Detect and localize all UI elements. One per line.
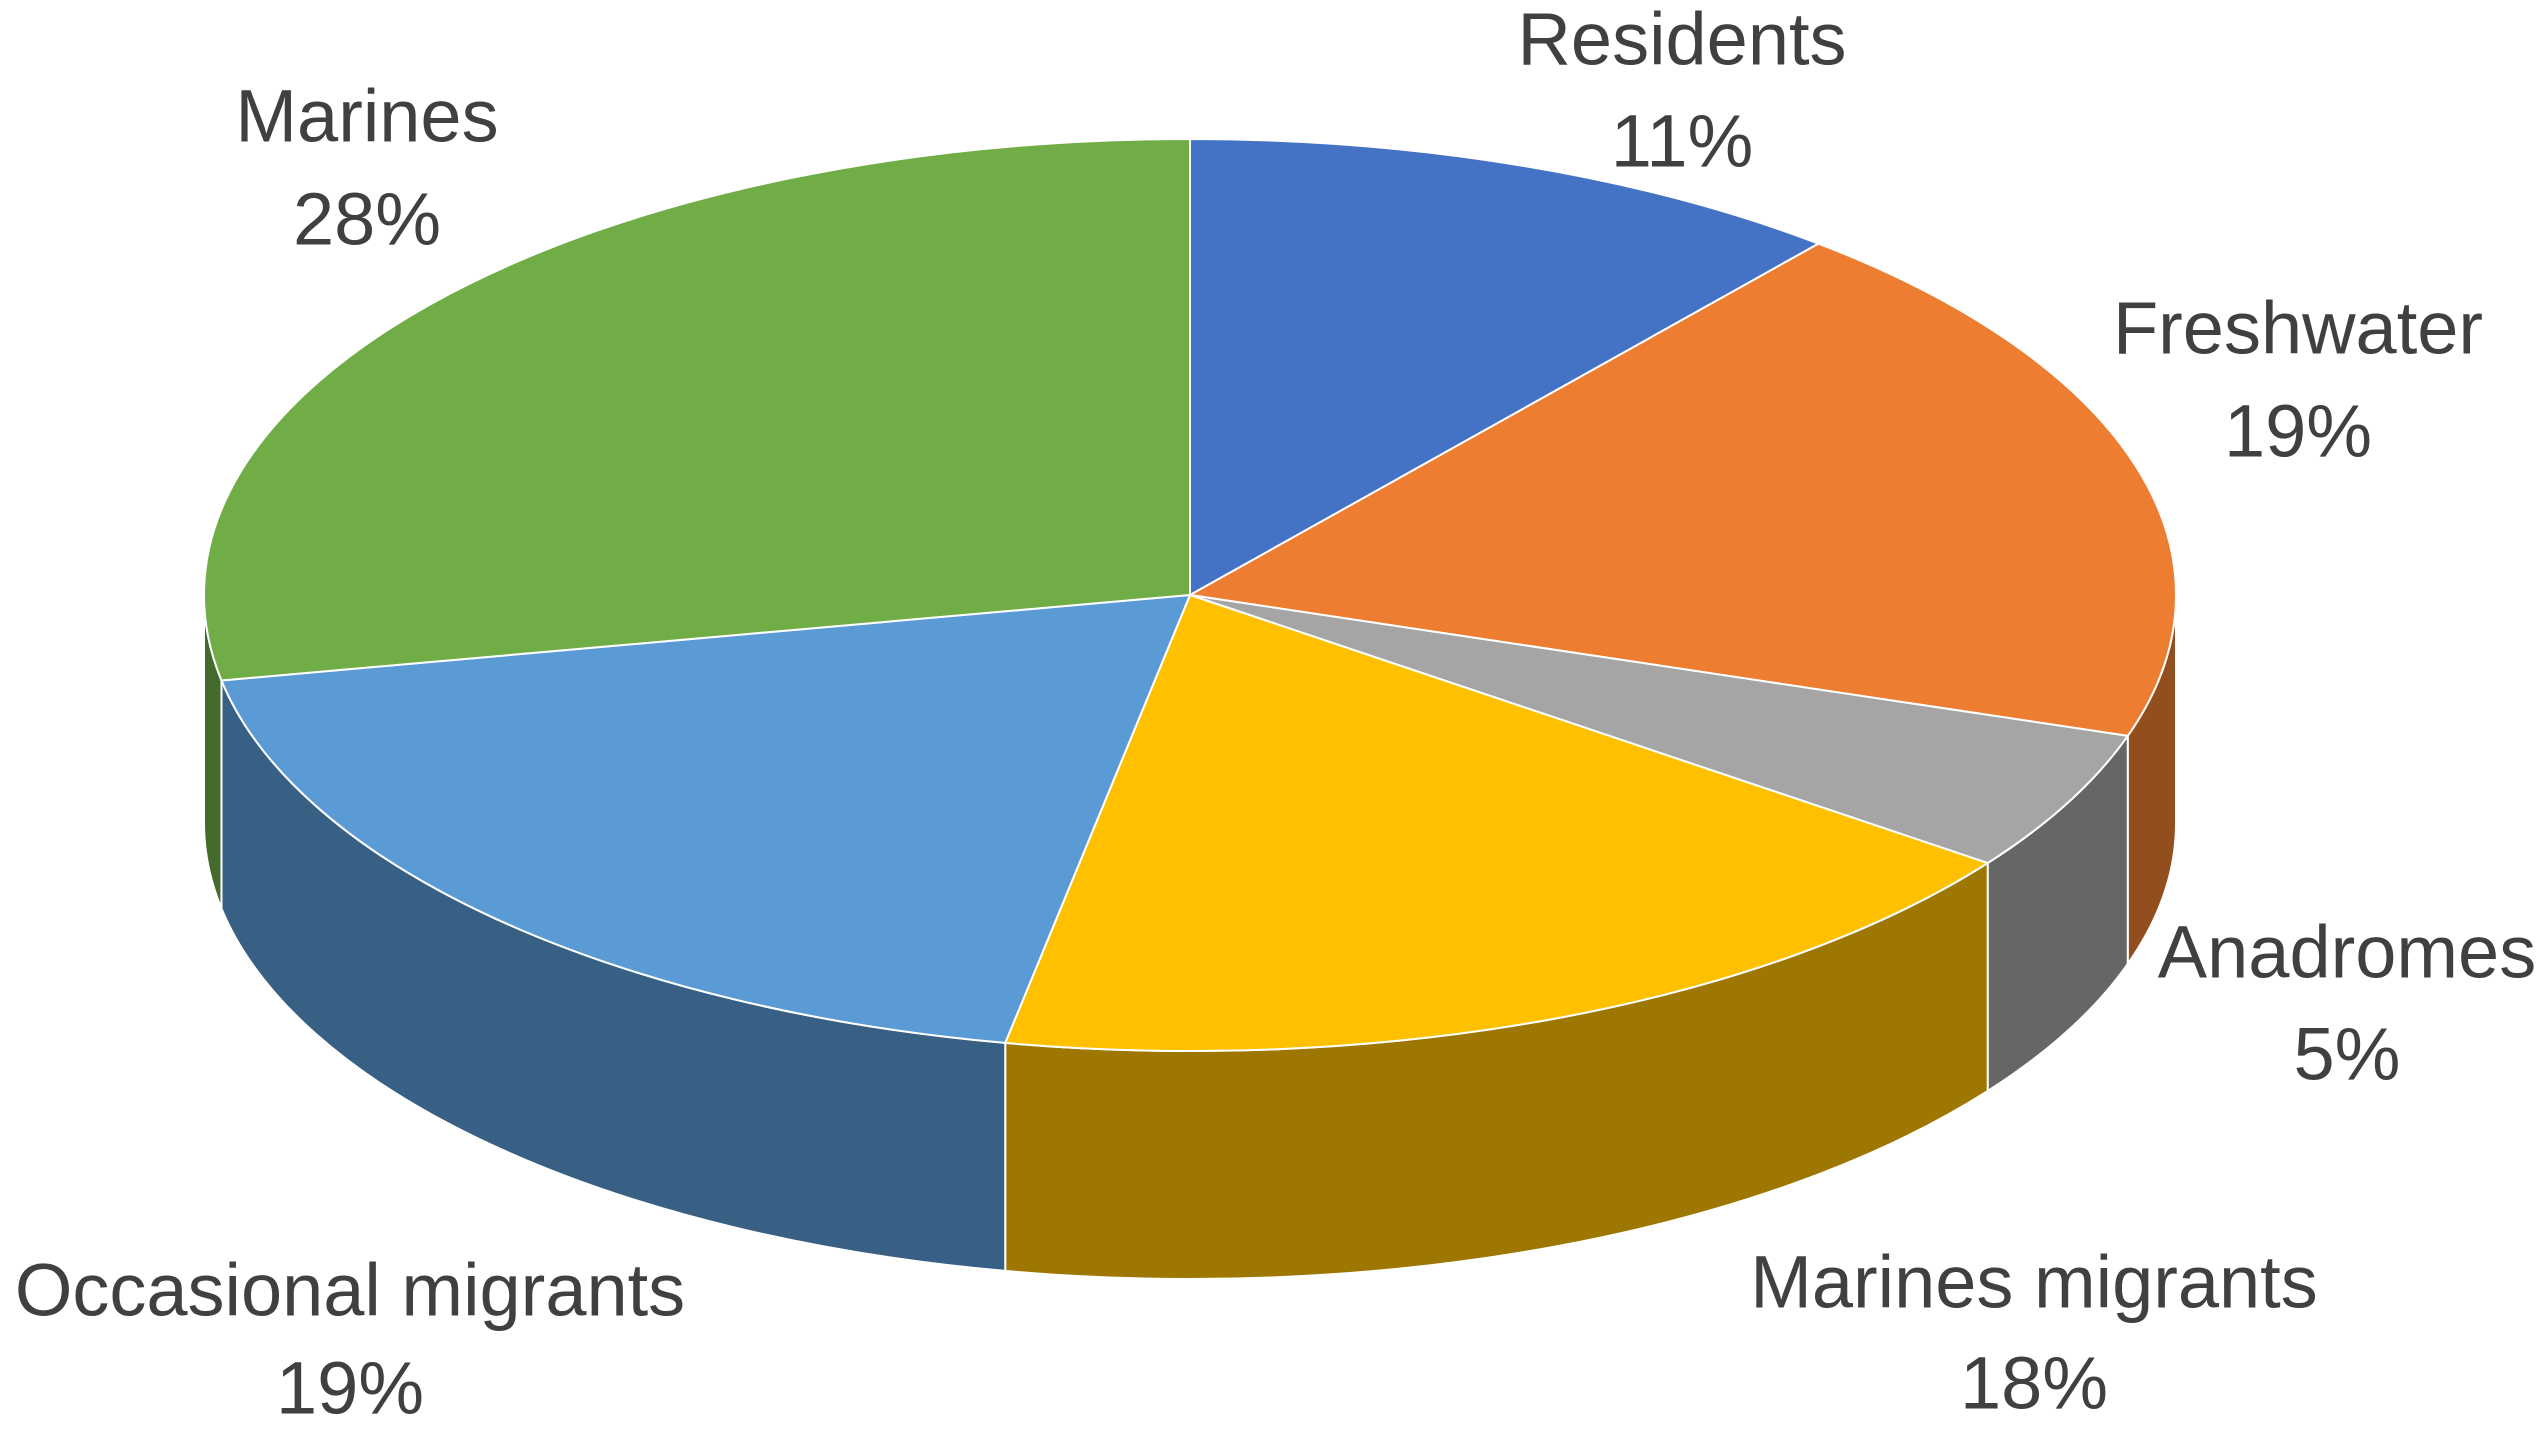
value-label: 19% [2224,390,2372,473]
sides [203,594,2177,1280]
category-label: Anadromes [2158,911,2536,994]
value-label: 18% [1960,1342,2108,1425]
tops [203,137,2177,1052]
slice [1189,594,2130,865]
value-label: 5% [2294,1013,2401,1096]
slice [1186,242,2177,737]
category-label: Residents [1517,0,1846,81]
value-label: 11% [1611,100,1754,183]
category-label: Marines migrants [1750,1241,2318,1324]
category-label: Freshwater [2113,287,2483,370]
slice [1189,137,1821,597]
value-label: 28% [293,178,441,261]
slice [203,137,1191,682]
value-label: 19% [276,1347,424,1430]
slice [1003,593,1990,1052]
slice [220,593,1192,1044]
category-label: Occasional migrants [15,1249,685,1332]
category-label: Marines [235,75,498,158]
